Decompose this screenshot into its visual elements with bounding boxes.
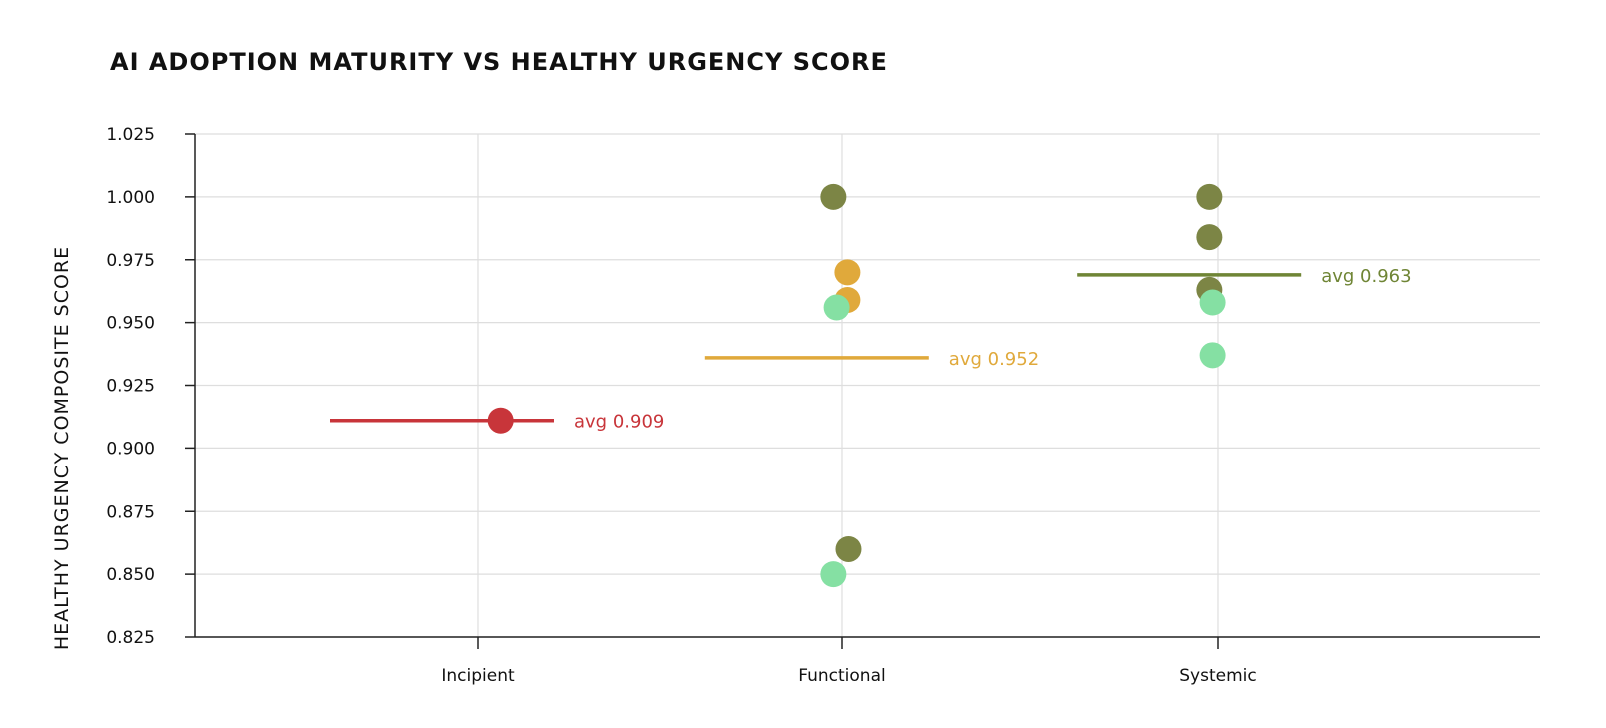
data-point xyxy=(1199,289,1226,316)
y-axis-label: HEALTHY URGENCY COMPOSITE SCORE xyxy=(51,246,73,650)
y-tick-label: 0.850 xyxy=(106,565,155,585)
grid-lines xyxy=(195,133,1540,638)
data-point xyxy=(1196,224,1223,251)
y-tick-label: 0.950 xyxy=(106,314,155,334)
average-label: avg 0.909 xyxy=(574,412,664,433)
y-tick-label: 0.900 xyxy=(106,439,155,459)
average-label: avg 0.952 xyxy=(949,349,1039,370)
x-ticks: Incipient Functional Systemic xyxy=(441,637,1257,686)
data-point xyxy=(823,294,850,321)
data-point xyxy=(1199,342,1226,369)
data-point xyxy=(1196,183,1223,210)
y-tick-label: 0.875 xyxy=(106,502,155,522)
y-tick-label: 0.925 xyxy=(106,377,155,397)
data-points xyxy=(487,183,1226,588)
y-tick-label: 0.975 xyxy=(106,251,155,271)
y-ticks: 1.025 1.000 0.975 0.950 0.925 0.900 0.875 0.850… xyxy=(106,125,195,648)
x-tick-label: Systemic xyxy=(1179,666,1256,686)
y-tick-label: 1.025 xyxy=(106,125,155,145)
x-tick-label: Functional xyxy=(798,666,885,686)
data-point xyxy=(820,561,847,588)
data-point xyxy=(834,259,861,286)
data-point xyxy=(820,183,847,210)
y-tick-label: 0.825 xyxy=(106,628,155,648)
y-tick-label: 1.000 xyxy=(106,188,155,208)
chart-title: AI ADOPTION MATURITY VS HEALTHY URGENCY … xyxy=(110,48,888,76)
x-tick-label: Incipient xyxy=(441,666,515,686)
average-lines: avg 0.909 avg 0.952 avg 0.963 xyxy=(330,266,1412,433)
data-point xyxy=(835,535,862,562)
data-point xyxy=(487,407,514,434)
average-label: avg 0.963 xyxy=(1321,266,1411,287)
